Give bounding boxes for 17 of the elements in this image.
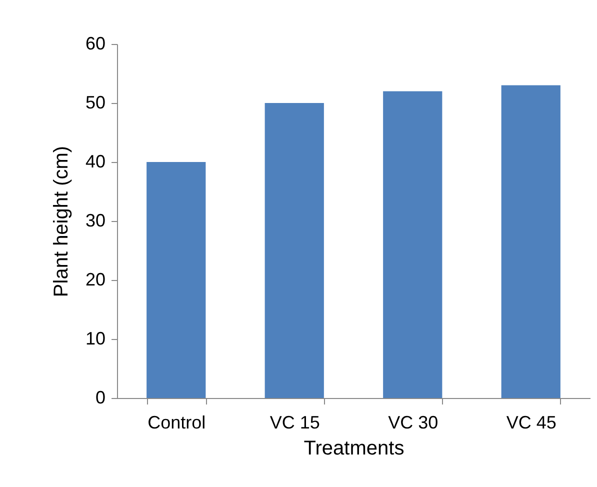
x-tick-label: Control [148, 412, 206, 432]
bar [146, 162, 206, 398]
x-tick-label: VC 30 [388, 412, 438, 432]
y-tick-label: 50 [85, 92, 106, 112]
y-axis-title: Plant height (cm) [50, 146, 72, 298]
bar [383, 91, 442, 398]
y-tick-label: 60 [85, 34, 106, 54]
y-tick-label: 0 [95, 388, 106, 408]
y-tick-label: 40 [85, 152, 106, 172]
x-axis-title: Treatments [304, 438, 404, 460]
x-tick-label: VC 15 [270, 412, 320, 432]
bar [264, 103, 324, 398]
x-tick-label: VC 45 [506, 412, 556, 432]
bar [501, 85, 560, 398]
y-tick-label: 20 [85, 270, 106, 290]
y-tick-label: 30 [85, 210, 106, 230]
y-tick-label: 10 [85, 328, 106, 348]
